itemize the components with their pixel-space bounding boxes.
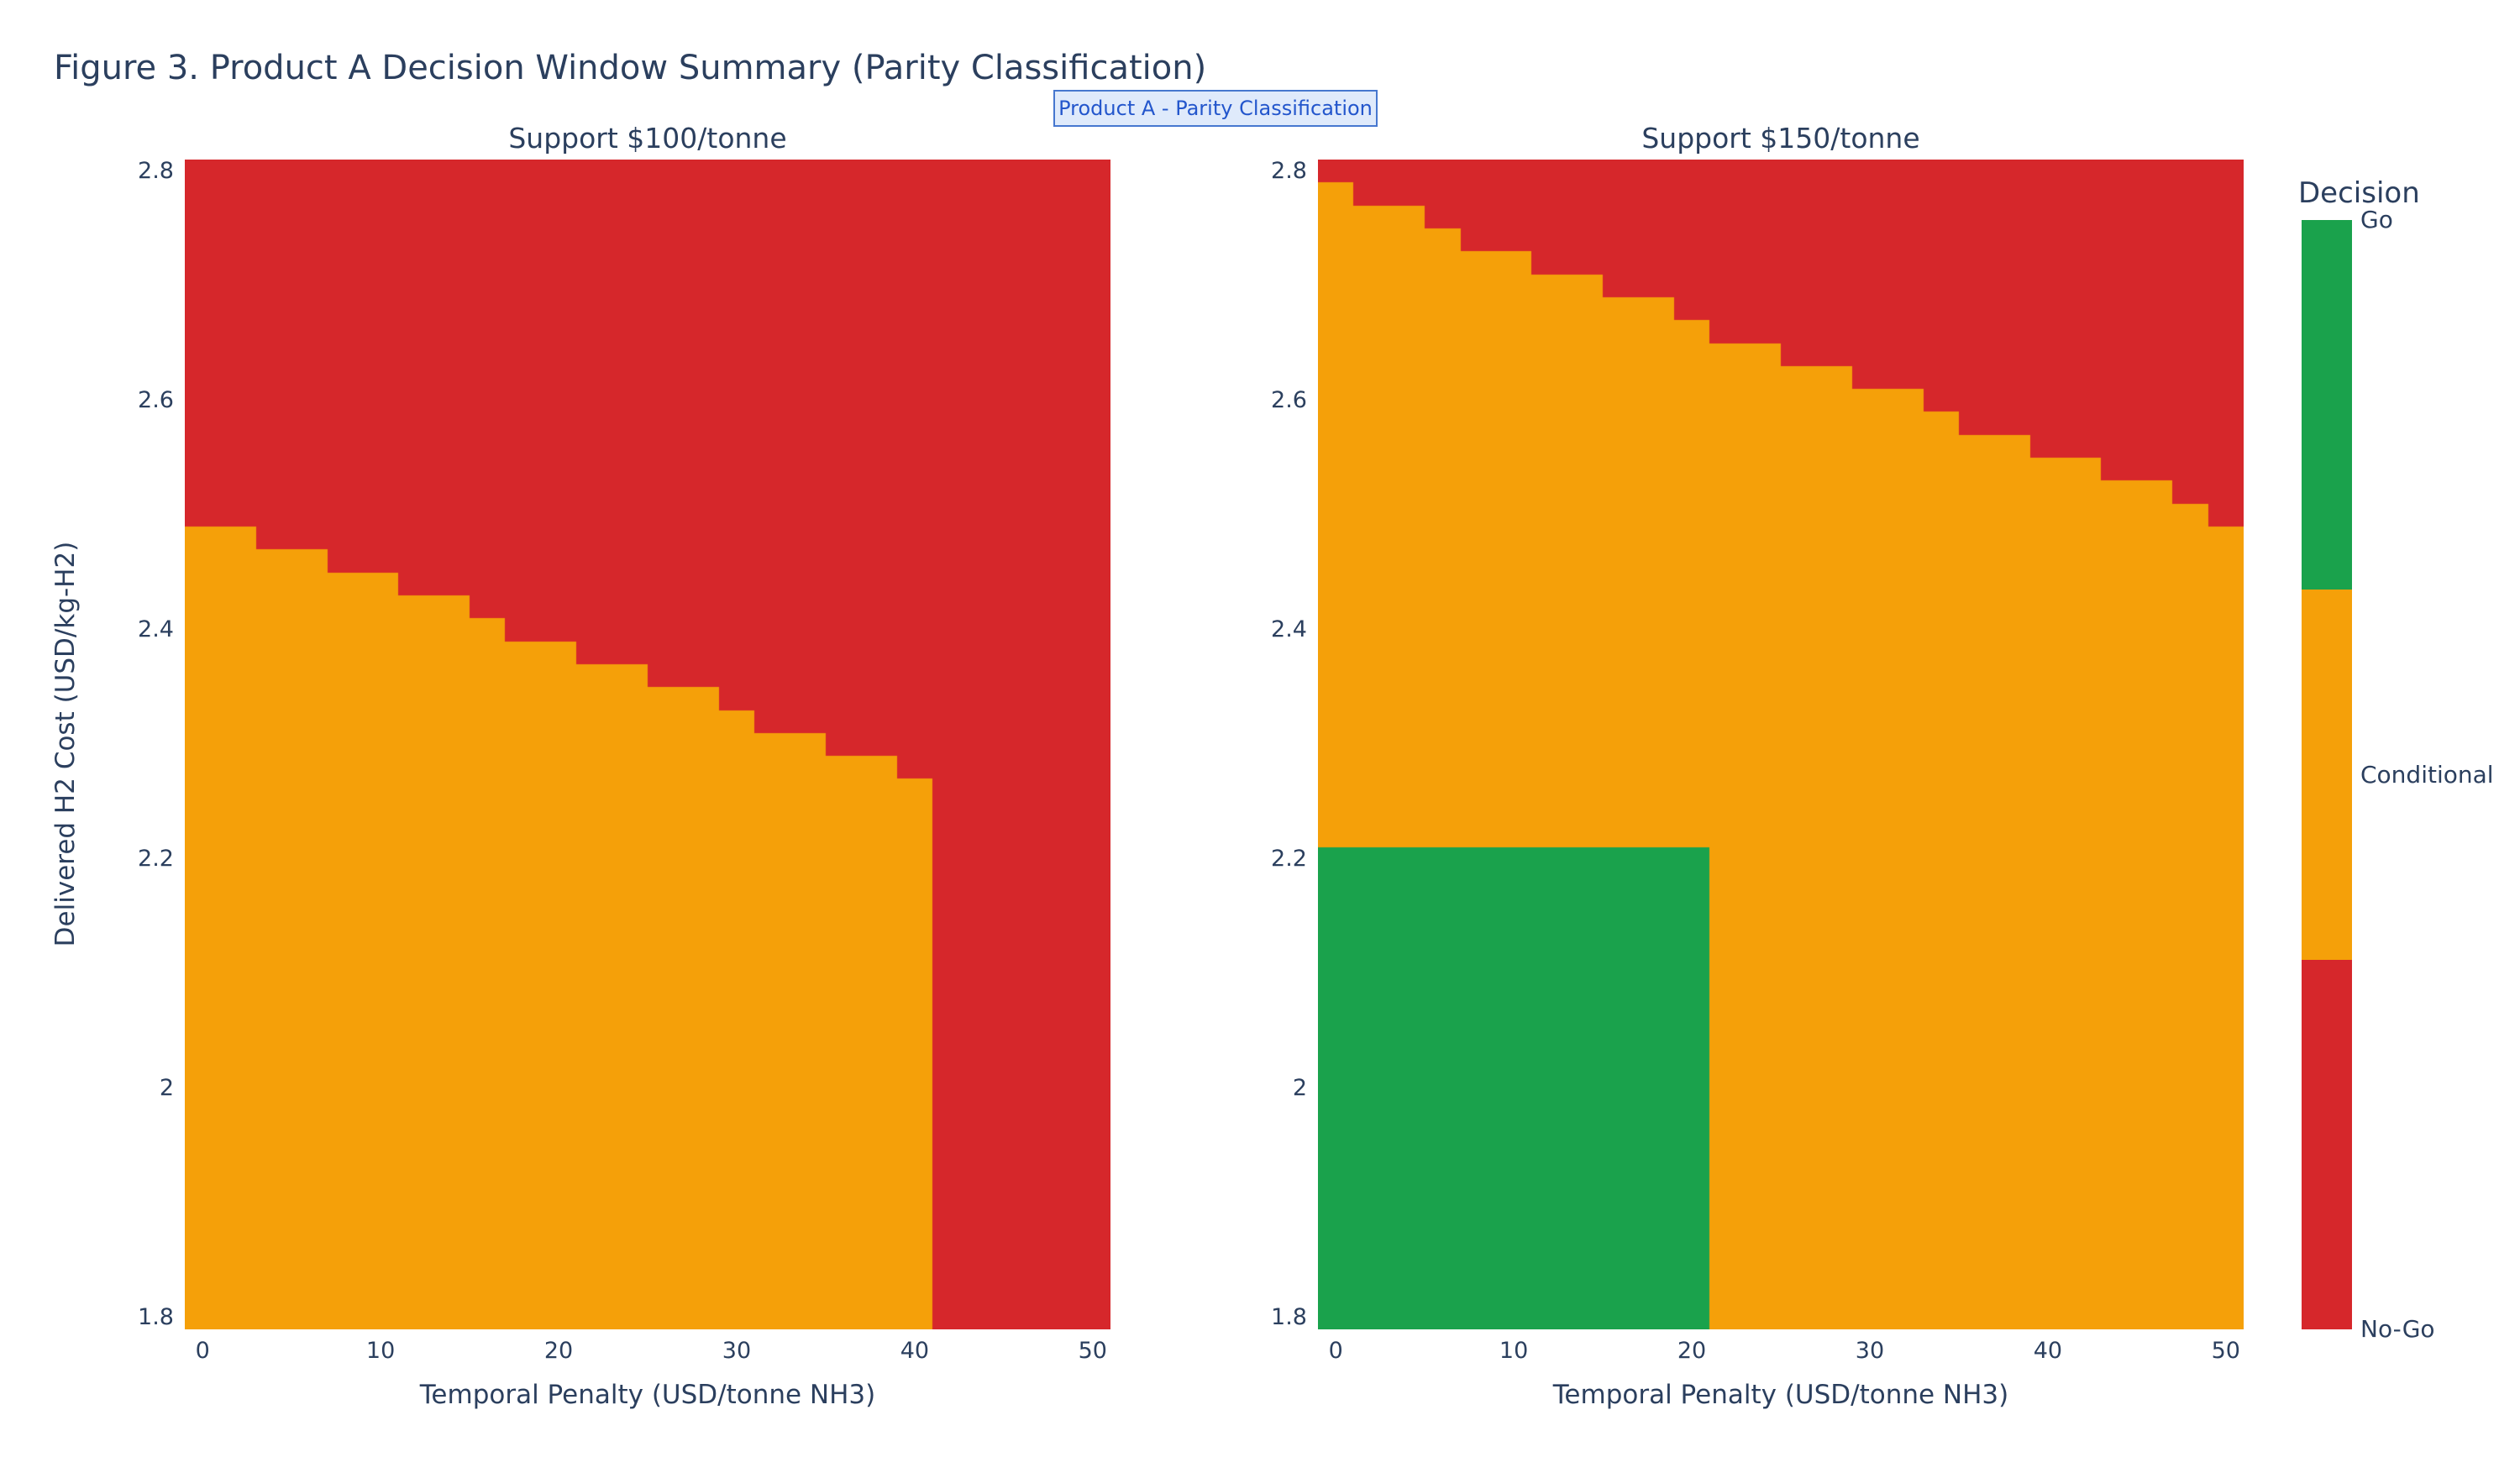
- subplot-title-right: Support $150/tonne: [1641, 122, 1920, 155]
- annotation-box: Product A - Parity Classification: [1053, 90, 1378, 127]
- y-tick-label: 1.8: [1271, 1304, 1307, 1331]
- colorbar-title: Decision: [2298, 176, 2420, 210]
- annotation-text: Product A - Parity Classification: [1058, 97, 1373, 120]
- colorbar-label-go: Go: [2360, 206, 2393, 233]
- x-tick-label: 10: [1499, 1338, 1529, 1364]
- y-tick-label: 2.2: [138, 846, 174, 873]
- x-tick-label: 30: [722, 1338, 752, 1364]
- x-tick-label: 50: [1078, 1338, 1107, 1364]
- y-tick-label: 2.6: [138, 386, 174, 413]
- subplot-title-left: Support $100/tonne: [508, 122, 787, 155]
- x-tick-label: 40: [900, 1338, 930, 1364]
- y-tick-label: 2: [159, 1075, 174, 1102]
- x-tick-label: 30: [1855, 1338, 1885, 1364]
- x-tick-label: 20: [1677, 1338, 1707, 1364]
- y-tick-label: 2.2: [1271, 846, 1307, 873]
- x-tick-label: 10: [365, 1338, 396, 1364]
- x-axis-title-right: Temporal Penalty (USD/tonne NH3): [1552, 1380, 2009, 1410]
- colorbar-label-conditional: Conditional: [2360, 760, 2494, 789]
- y-tick-label: 2.8: [1271, 157, 1307, 184]
- y-axis-title: Delivered H2 Cost (USD/kg-H2): [50, 541, 81, 947]
- x-tick-label: 40: [2033, 1338, 2063, 1364]
- y-tick-label: 2.6: [1271, 386, 1307, 413]
- x-tick-label: 0: [1328, 1338, 1343, 1364]
- x-tick-label: 0: [195, 1338, 210, 1364]
- colorbar-label-no-go: No-Go: [2360, 1315, 2435, 1343]
- y-tick-label: 2.8: [138, 157, 174, 184]
- x-tick-label: 20: [543, 1338, 574, 1364]
- heatmap-left-support-100[interactable]: [185, 160, 1110, 1329]
- y-tick-label: 2.4: [1271, 616, 1307, 642]
- colorbar: [2302, 220, 2352, 1329]
- colorbar-segment-conditional: [2302, 590, 2352, 960]
- figure-title: Figure 3. Product A Decision Window Summ…: [54, 49, 1207, 87]
- y-tick-label: 2.4: [138, 616, 174, 642]
- x-axis-title-left: Temporal Penalty (USD/tonne NH3): [419, 1380, 876, 1410]
- y-tick-label: 2: [1292, 1075, 1307, 1102]
- x-tick-label: 50: [2211, 1338, 2240, 1364]
- heatmap-right-support-150[interactable]: [1318, 160, 2244, 1329]
- colorbar-segment-nogo: [2302, 959, 2352, 1329]
- colorbar-segment-go: [2302, 220, 2352, 590]
- y-tick-label: 1.8: [138, 1304, 174, 1331]
